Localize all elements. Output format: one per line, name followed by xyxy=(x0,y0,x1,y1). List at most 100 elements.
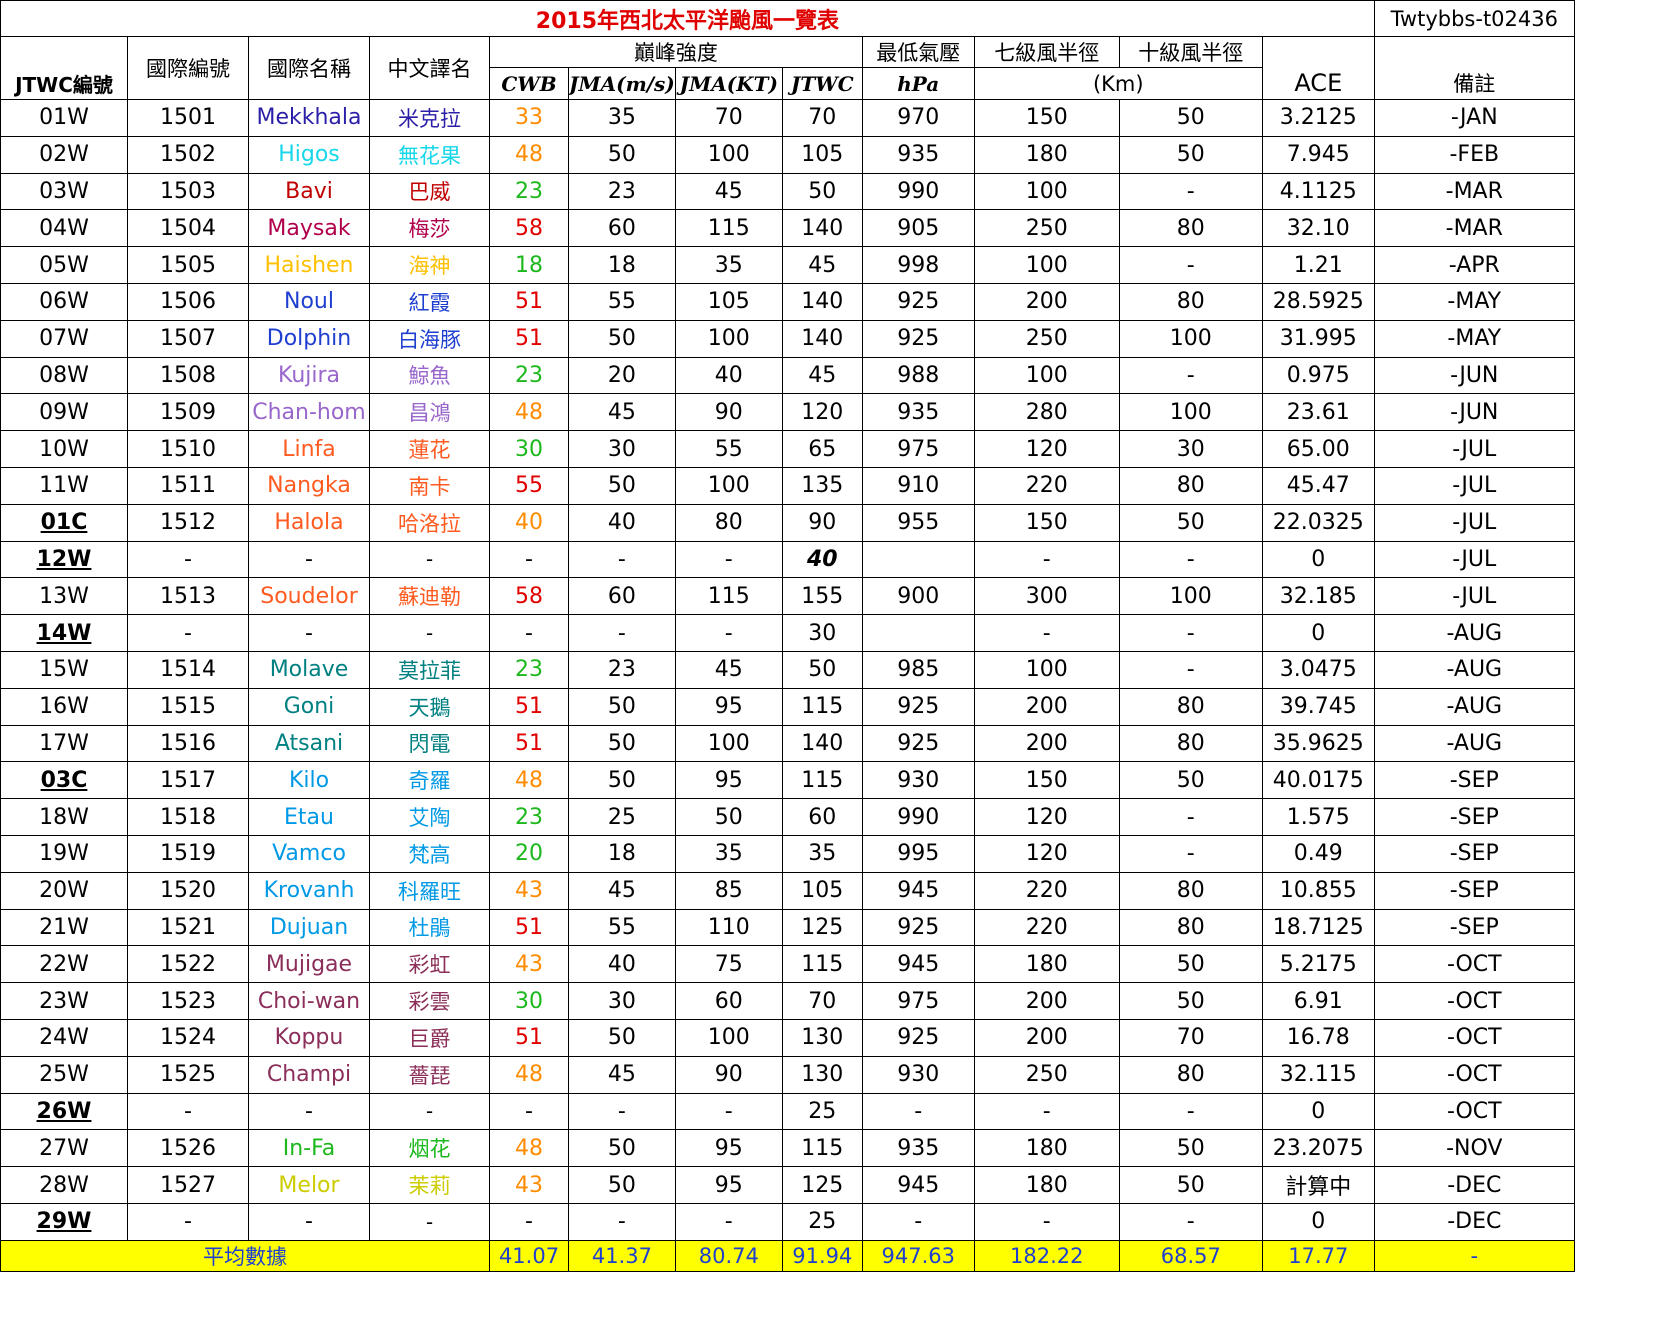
average-r7: 182.22 xyxy=(973,1239,1120,1272)
cell-r7: 180 xyxy=(973,1129,1120,1168)
cell-intl-name: Kujira xyxy=(248,356,370,395)
cell-jma-ms: 45 xyxy=(568,393,676,432)
cell-jtwc-no: 14W xyxy=(0,614,128,652)
cell-remark: -MAY xyxy=(1373,282,1575,321)
cell-cwb: 23 xyxy=(489,650,569,689)
cell-r10: 50 xyxy=(1118,1166,1263,1204)
header-hpa: hPa xyxy=(861,67,975,100)
cell-jma-kt: 40 xyxy=(674,356,783,395)
cell-jtwc-no: 03W xyxy=(0,172,128,211)
cell-ace: 28.5925 xyxy=(1261,282,1375,321)
cell-r10: 50 xyxy=(1118,982,1263,1020)
cell-cwb: 18 xyxy=(489,246,569,284)
cell-jtwc-no: 24W xyxy=(0,1018,128,1057)
table-row: 06W 1506 Noul 紅霞 51 55 105 140 925 200 80 28.5925 -M… xyxy=(0,282,1575,321)
cell-cn-name: 梵高 xyxy=(369,834,490,873)
average-jma-ms: 41.37 xyxy=(568,1239,676,1272)
cell-intl-name: In-Fa xyxy=(248,1129,370,1168)
table-row: 24W 1524 Koppu 巨爵 51 50 100 130 925 200 70 16.78 -OC… xyxy=(0,1018,1575,1057)
header-cwb: CWB xyxy=(489,67,569,100)
cell-ace: 3.2125 xyxy=(1261,99,1375,137)
cell-cwb: - xyxy=(489,540,569,579)
table-row: 05W 1505 Haishen 海神 18 18 35 45 998 100-1.21 -APR xyxy=(0,246,1575,284)
header-jma-ms: JMA(m/s) xyxy=(568,67,676,100)
cell-intl-no: 1503 xyxy=(127,172,249,211)
cell-jtwc: 45 xyxy=(781,246,863,284)
cell-intl-no: 1501 xyxy=(127,99,249,137)
cell-intl-no: 1519 xyxy=(127,834,249,873)
cell-jma-ms: 50 xyxy=(568,466,676,505)
table-row: 26W - - - - - -25- - -0 -OCT xyxy=(0,1092,1575,1131)
cell-intl-no: 1513 xyxy=(127,577,249,616)
cell-remark: -SEP xyxy=(1373,908,1575,947)
cell-jtwc: 50 xyxy=(781,650,863,689)
table-row: 28W 1527 Melor 茉莉 43 50 95 125 945 180 50 計算中 -DEC xyxy=(0,1166,1575,1204)
cell-jtwc-no: 16W xyxy=(0,687,128,726)
cell-cwb: 40 xyxy=(489,503,569,542)
cell-cwb: - xyxy=(489,1202,569,1241)
cell-hpa: 930 xyxy=(861,1055,975,1094)
cell-r7: 200 xyxy=(973,982,1120,1020)
cell-jma-kt: 50 xyxy=(674,798,783,836)
cell-jma-kt: 100 xyxy=(674,1018,783,1057)
cell-jtwc: 25 xyxy=(781,1202,863,1241)
cell-jtwc-no: 21W xyxy=(0,908,128,947)
cell-jma-ms: 25 xyxy=(568,798,676,836)
cell-jtwc: 105 xyxy=(781,871,863,910)
cell-jtwc: 140 xyxy=(781,724,863,763)
cell-r7: 280 xyxy=(973,393,1120,432)
cell-remark: -JUL xyxy=(1373,466,1575,505)
cell-jma-kt: 45 xyxy=(674,172,783,211)
cell-jma-ms: 55 xyxy=(568,908,676,947)
cell-cn-name: 哈洛拉 xyxy=(369,503,490,542)
cell-jtwc-no: 18W xyxy=(0,798,128,836)
cell-jtwc: 90 xyxy=(781,503,863,542)
credit-label: Twtybbs-t02436 xyxy=(1373,0,1575,37)
cell-cn-name: - xyxy=(369,1202,490,1241)
cell-ace: 1.575 xyxy=(1261,798,1375,836)
cell-remark: -AUG xyxy=(1373,650,1575,689)
cell-hpa: 935 xyxy=(861,1129,975,1168)
cell-jma-kt: 75 xyxy=(674,945,783,984)
cell-jtwc: 105 xyxy=(781,135,863,174)
cell-r10: 50 xyxy=(1118,945,1263,984)
cell-remark: -OCT xyxy=(1373,1092,1575,1131)
cell-hpa: 925 xyxy=(861,319,975,358)
cell-r7: 300 xyxy=(973,577,1120,616)
header-intl-no: 國際編號 xyxy=(127,36,249,100)
cell-jtwc: 115 xyxy=(781,761,863,800)
cell-jma-kt: 70 xyxy=(674,99,783,137)
cell-r7: 250 xyxy=(973,1055,1120,1094)
cell-r7: 200 xyxy=(973,1018,1120,1057)
cell-cwb: 51 xyxy=(489,724,569,763)
cell-r7: 250 xyxy=(973,209,1120,248)
cell-jma-ms: 50 xyxy=(568,319,676,358)
cell-remark: -SEP xyxy=(1373,871,1575,910)
cell-cn-name: 白海豚 xyxy=(369,319,490,358)
cell-jtwc-no: 07W xyxy=(0,319,128,358)
cell-hpa xyxy=(861,614,975,652)
cell-r10: - xyxy=(1118,172,1263,211)
average-hpa: 947.63 xyxy=(861,1239,975,1272)
cell-cn-name: 薔琵 xyxy=(369,1055,490,1094)
cell-intl-no: 1508 xyxy=(127,356,249,395)
cell-remark: -JAN xyxy=(1373,99,1575,137)
cell-ace: 1.21 xyxy=(1261,246,1375,284)
cell-r7: 100 xyxy=(973,172,1120,211)
cell-cn-name: 烟花 xyxy=(369,1129,490,1168)
table-row: 03C 1517 Kilo 奇羅 48 50 95 115 930 150 50 40.0175 -SE… xyxy=(0,761,1575,800)
cell-ace: 0.49 xyxy=(1261,834,1375,873)
cell-jtwc-no: 15W xyxy=(0,650,128,689)
cell-jtwc-no: 03C xyxy=(0,761,128,800)
cell-r10: 80 xyxy=(1118,1055,1263,1094)
cell-hpa: 945 xyxy=(861,1166,975,1204)
cell-remark: -MAR xyxy=(1373,209,1575,248)
cell-hpa: 998 xyxy=(861,246,975,284)
cell-intl-name: Dolphin xyxy=(248,319,370,358)
cell-hpa: - xyxy=(861,1092,975,1131)
cell-hpa xyxy=(861,540,975,579)
cell-jma-ms: 23 xyxy=(568,172,676,211)
cell-jma-ms: 50 xyxy=(568,1018,676,1057)
cell-intl-no: 1525 xyxy=(127,1055,249,1094)
cell-cn-name: 閃電 xyxy=(369,724,490,763)
